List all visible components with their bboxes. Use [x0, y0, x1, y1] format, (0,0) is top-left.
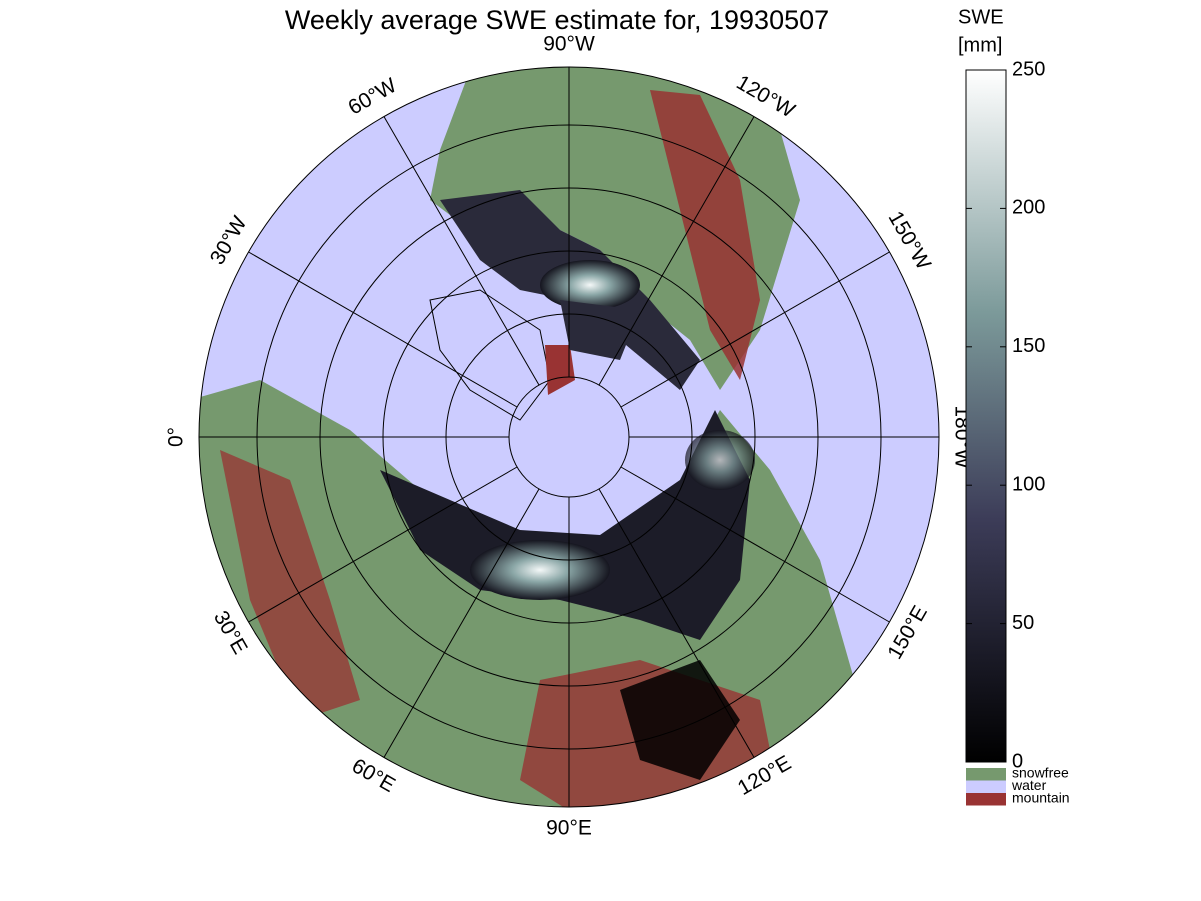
- meridian: [248, 251, 518, 408]
- colorbar-tick-label: 200: [1012, 197, 1045, 219]
- meridian: [383, 488, 540, 758]
- snow-cover: [560, 300, 640, 360]
- greenland: [429, 289, 551, 421]
- legend-swatch: [966, 768, 1006, 781]
- meridian: [248, 466, 518, 623]
- mountain: [220, 450, 360, 720]
- colorbar-title: [mm]: [958, 34, 1002, 56]
- meridian: [383, 116, 540, 386]
- colorbar: [965, 69, 1007, 763]
- meridian: [598, 116, 755, 386]
- legend-label: mountain: [1012, 790, 1070, 806]
- longitude-label: 90°W: [543, 33, 595, 56]
- longitude-label: 90°E: [546, 817, 592, 840]
- legend-swatch: [966, 793, 1006, 806]
- mountain: [650, 90, 760, 380]
- snow-cover: [540, 260, 640, 310]
- mountain: [545, 345, 575, 395]
- map-title: Weekly average SWE estimate for, 1993050…: [285, 5, 829, 35]
- colorbar-tick-label: 100: [1012, 473, 1045, 495]
- meridian: [598, 488, 755, 758]
- colorbar-tick-label: 250: [1012, 58, 1045, 80]
- legend-label: snowfree: [1012, 765, 1069, 781]
- map-border: [198, 66, 940, 808]
- colorbar-title: SWE: [958, 6, 1004, 28]
- legend-label: water: [1011, 777, 1047, 793]
- colorbar-tick-label: 150: [1012, 335, 1045, 357]
- snow-cover: [620, 660, 740, 780]
- colorbar-tick-label: 50: [1012, 612, 1034, 634]
- snow-cover: [470, 540, 610, 600]
- colorbar-tick-label: 0: [1012, 750, 1023, 772]
- map-disc: [199, 67, 939, 807]
- meridian: [620, 466, 890, 623]
- legend-swatch: [966, 780, 1006, 793]
- snow-cover: [685, 430, 755, 490]
- colorbar-ticks: 0 50 100 150 200 250: [966, 58, 1045, 772]
- meridian: [620, 251, 890, 408]
- snow-cover: [380, 410, 750, 640]
- graticule: [199, 67, 939, 807]
- longitude-label: 0°: [165, 427, 188, 447]
